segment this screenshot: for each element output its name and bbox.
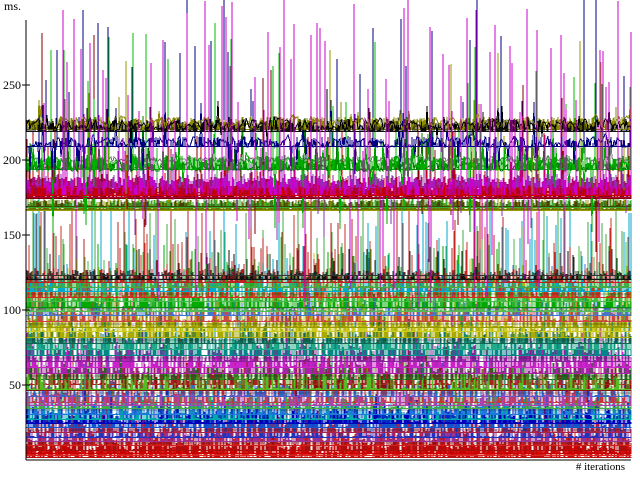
svg-text:150: 150	[3, 228, 21, 242]
svg-text:50: 50	[9, 378, 21, 392]
svg-text:# iterations: # iterations	[576, 461, 625, 473]
svg-text:100: 100	[3, 303, 21, 317]
svg-text:ms.: ms.	[4, 0, 21, 13]
svg-text:250: 250	[3, 78, 21, 92]
svg-text:200: 200	[3, 153, 21, 167]
